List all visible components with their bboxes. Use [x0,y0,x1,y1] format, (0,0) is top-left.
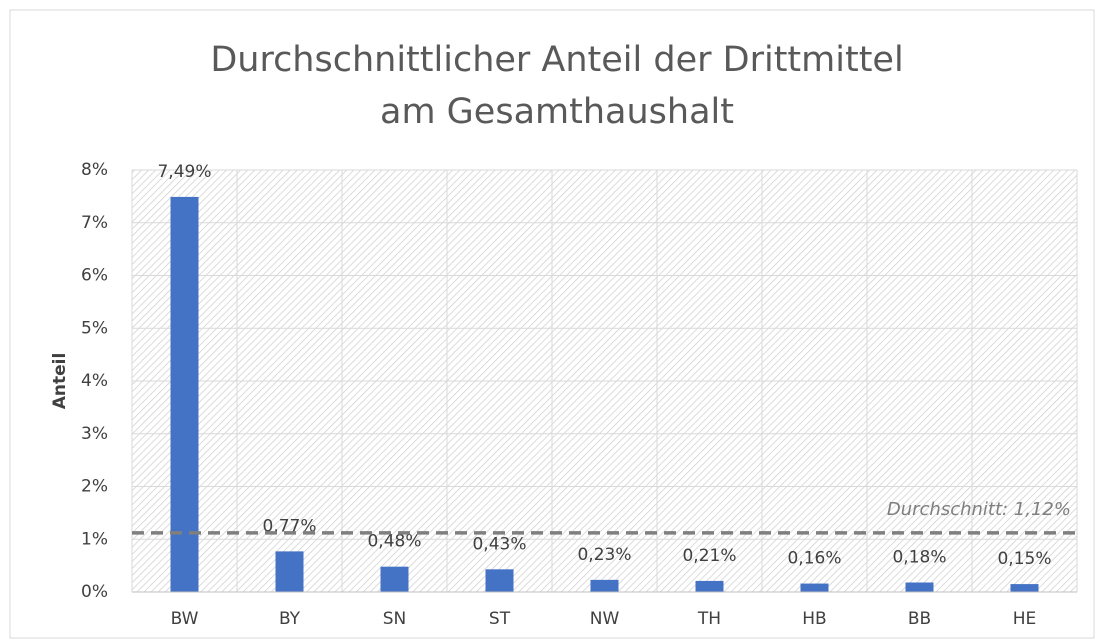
bar [380,566,409,592]
x-tick-label: BB [908,609,931,629]
bar [905,582,934,592]
reference-label: Durchschnitt: 1,12% [887,499,1071,520]
data-label: 0,43% [472,534,526,554]
data-label: 0,21% [682,546,736,566]
bar [1010,584,1039,592]
x-tick-label: TH [697,609,721,629]
x-tick-label: HE [1013,609,1037,629]
x-tick-label: NW [590,609,620,629]
y-tick-label: 4% [81,371,108,391]
data-label: 7,49% [157,162,211,182]
bar [275,551,304,592]
y-tick-label: 7% [81,213,108,233]
data-label: 0,18% [892,548,946,568]
y-tick-label: 1% [81,529,108,549]
data-label: 0,16% [787,549,841,569]
x-tick-label: ST [489,609,511,629]
y-tick-label: 8% [81,160,108,180]
x-tick-label: BW [171,609,199,629]
data-label: 0,15% [997,549,1051,569]
y-tick-label: 0% [81,582,108,602]
y-tick-label: 6% [81,266,108,286]
x-tick-label: BY [279,609,301,629]
bar [590,579,619,592]
data-label: 0,23% [577,545,631,565]
y-tick-label: 2% [81,477,108,497]
y-tick-label: 3% [81,424,108,444]
x-tick-label: SN [383,609,407,629]
y-tick-label: 5% [81,318,108,338]
y-axis-title: Anteil [50,353,70,410]
chart-title: Durchschnittlicher Anteil der Drittmitte… [210,40,904,132]
bar [485,569,514,592]
x-tick-label: HB [802,609,826,629]
bar [695,580,724,592]
bar [170,196,199,592]
data-label: 0,48% [367,532,421,552]
bar [800,583,829,592]
